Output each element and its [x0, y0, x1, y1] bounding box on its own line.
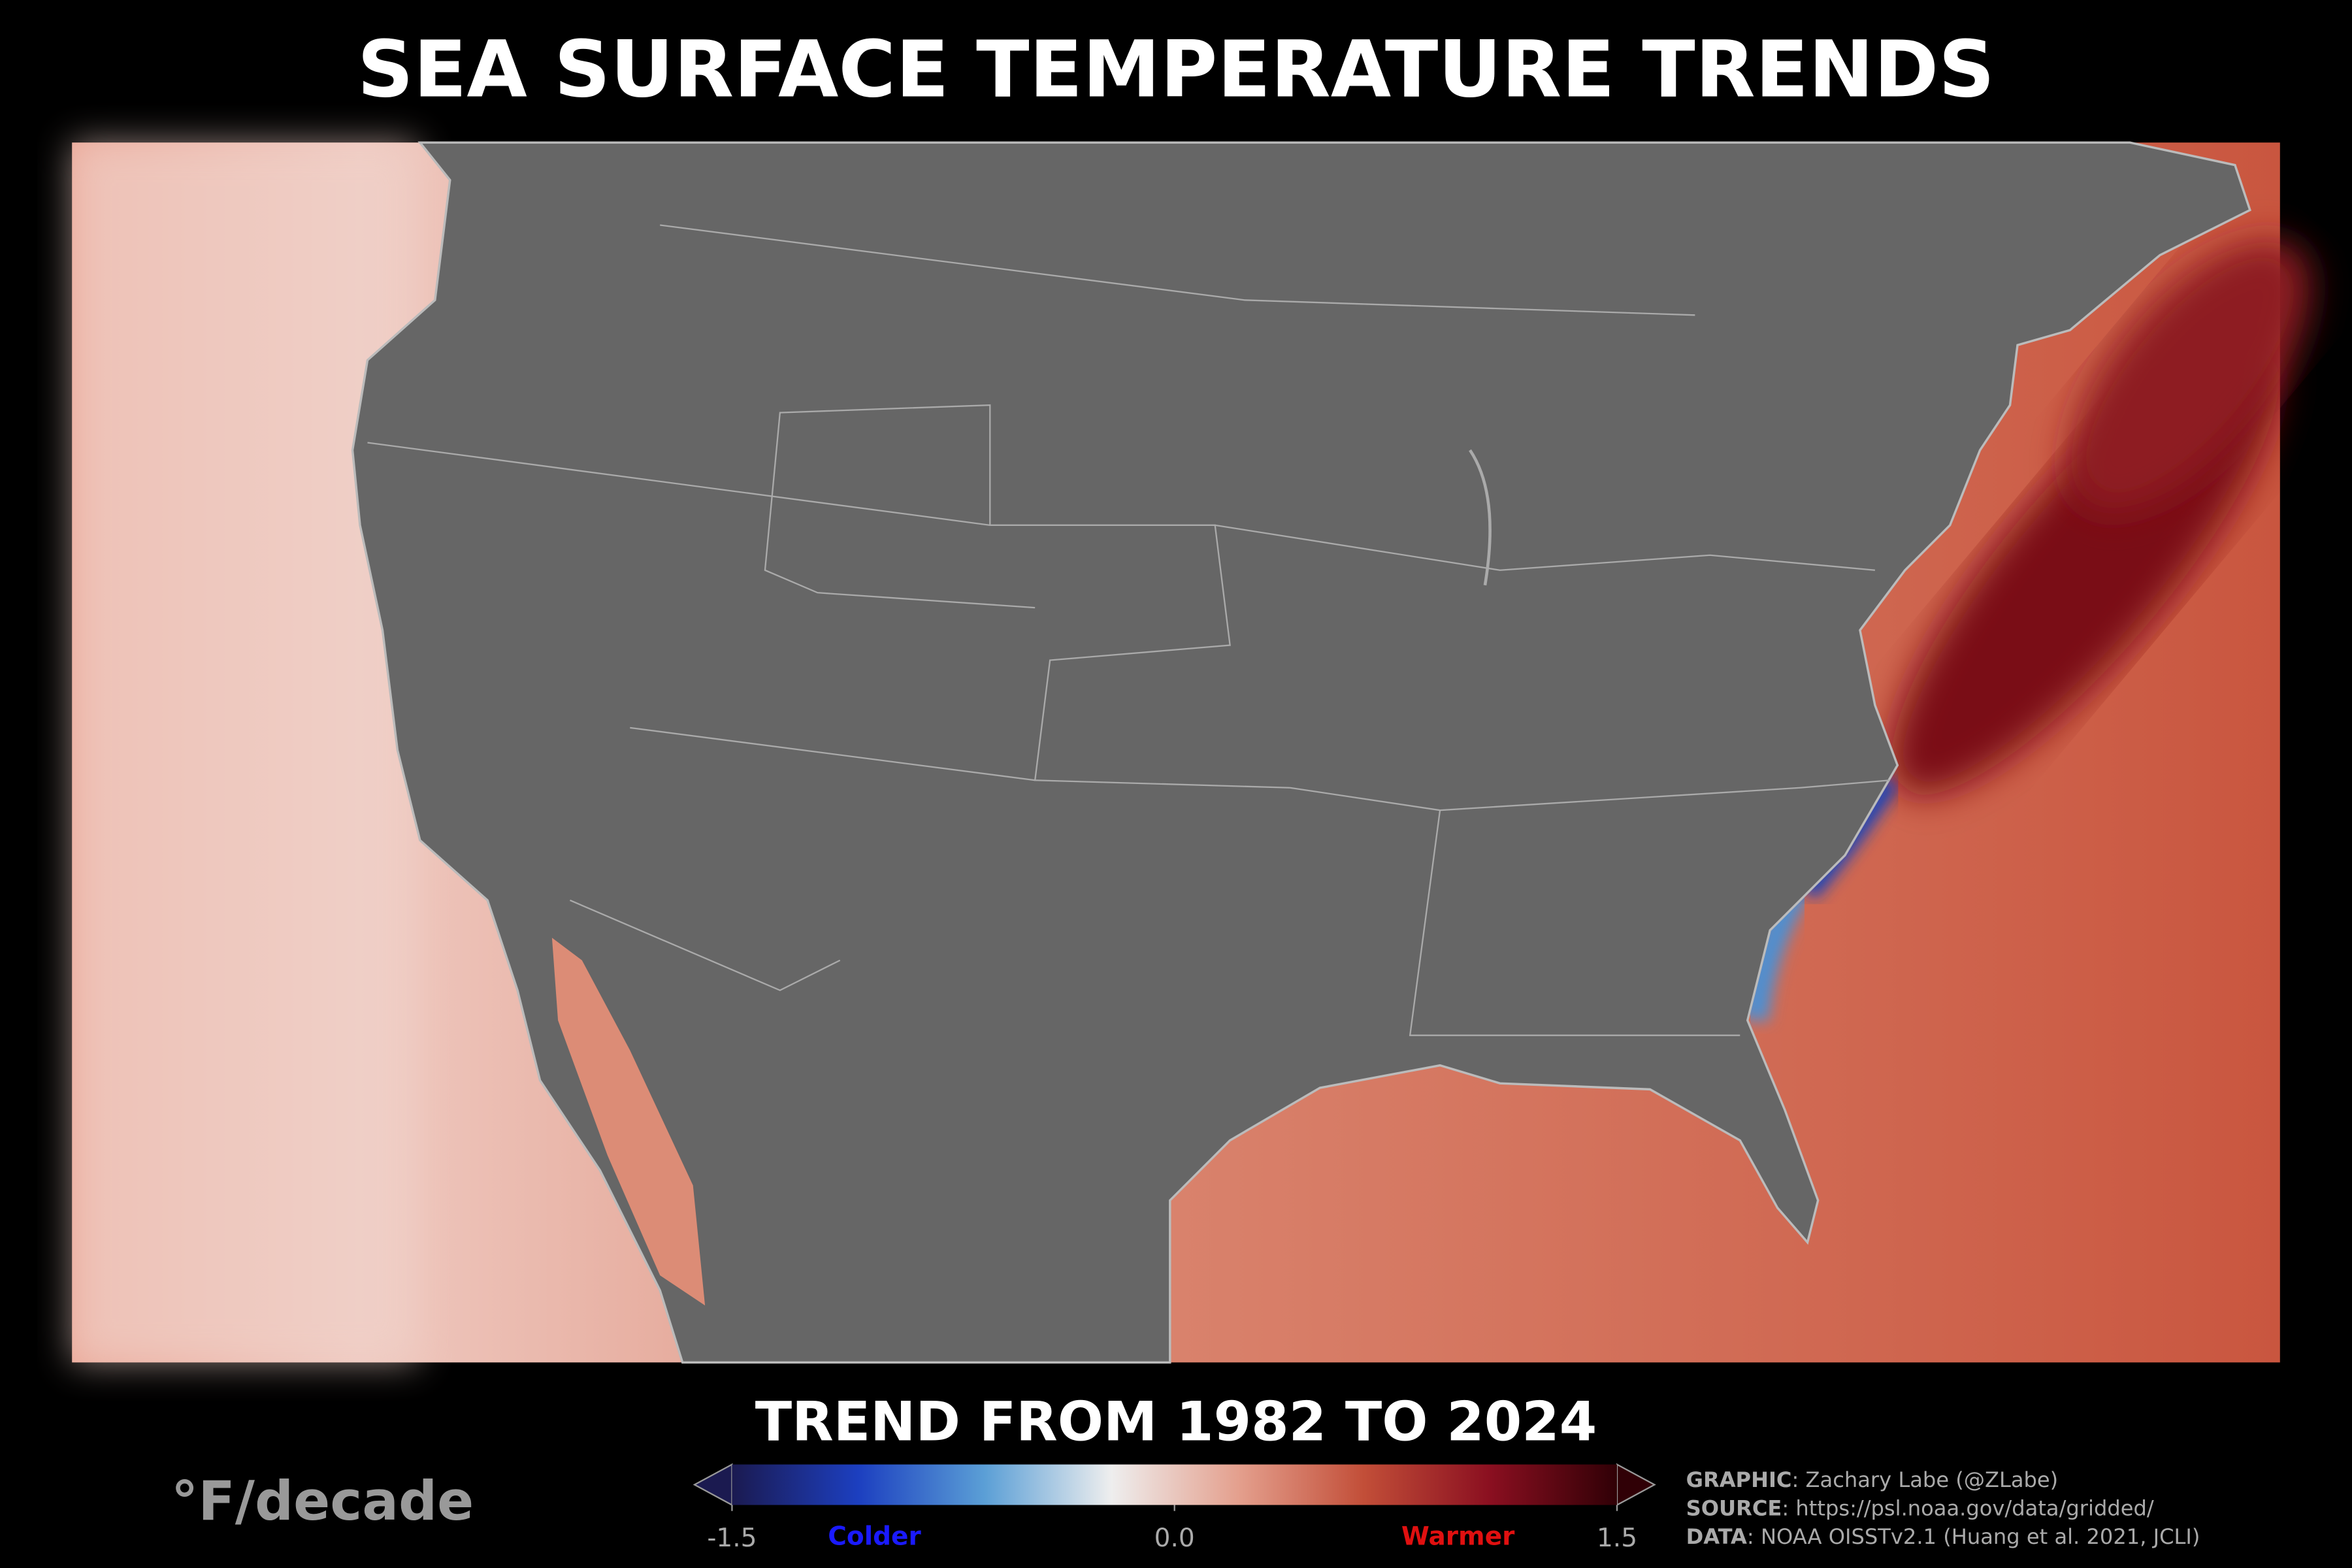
colorbar-tick-label: -1.5 — [707, 1524, 757, 1553]
map — [72, 141, 2311, 1364]
unit-label: °F/decade — [171, 1470, 474, 1533]
warm-label: Warmer — [1401, 1522, 1515, 1552]
credit-label: SOURCE — [1686, 1495, 1782, 1520]
subtitle: TREND FROM 1982 TO 2024 — [755, 1390, 1597, 1453]
credit-label: DATA — [1686, 1524, 1747, 1549]
credits: GRAPHIC: Zachary Labe (@ZLabe) SOURCE: ht… — [1686, 1467, 2200, 1549]
credit-text: : Zachary Labe (@ZLabe) — [1792, 1467, 2059, 1492]
gulf-stream-north — [2069, 240, 2311, 511]
state-borders — [367, 224, 1890, 1036]
title: SEA SURFACE TEMPERATURE TRENDS — [357, 25, 1995, 116]
credit-text: : NOAA OISSTv2.1 (Huang et al. 2021, JCL… — [1747, 1524, 2200, 1549]
colorbar-tick-label: 1.5 — [1597, 1524, 1637, 1553]
credit-label: GRAPHIC — [1686, 1467, 1792, 1492]
colorbar: -1.5 0.0 1.5 Colder Warmer — [693, 1463, 1656, 1553]
credit-line: DATA: NOAA OISSTv2.1 (Huang et al. 2021,… — [1686, 1524, 2200, 1549]
credit-line: SOURCE: https://psl.noaa.gov/data/gridde… — [1686, 1495, 2154, 1520]
credit-text: : https://psl.noaa.gov/data/gridded/ — [1782, 1495, 2153, 1520]
gulf-of-california — [551, 938, 706, 1306]
pacific-shade — [72, 142, 417, 1363]
colorbar-scale — [732, 1464, 1617, 1505]
credit-line: GRAPHIC: Zachary Labe (@ZLabe) — [1686, 1467, 2059, 1492]
colorbar-tick-label: 0.0 — [1154, 1524, 1195, 1553]
cold-label: Colder — [828, 1522, 921, 1552]
lake-michigan — [1469, 449, 1492, 586]
land — [351, 141, 2251, 1364]
